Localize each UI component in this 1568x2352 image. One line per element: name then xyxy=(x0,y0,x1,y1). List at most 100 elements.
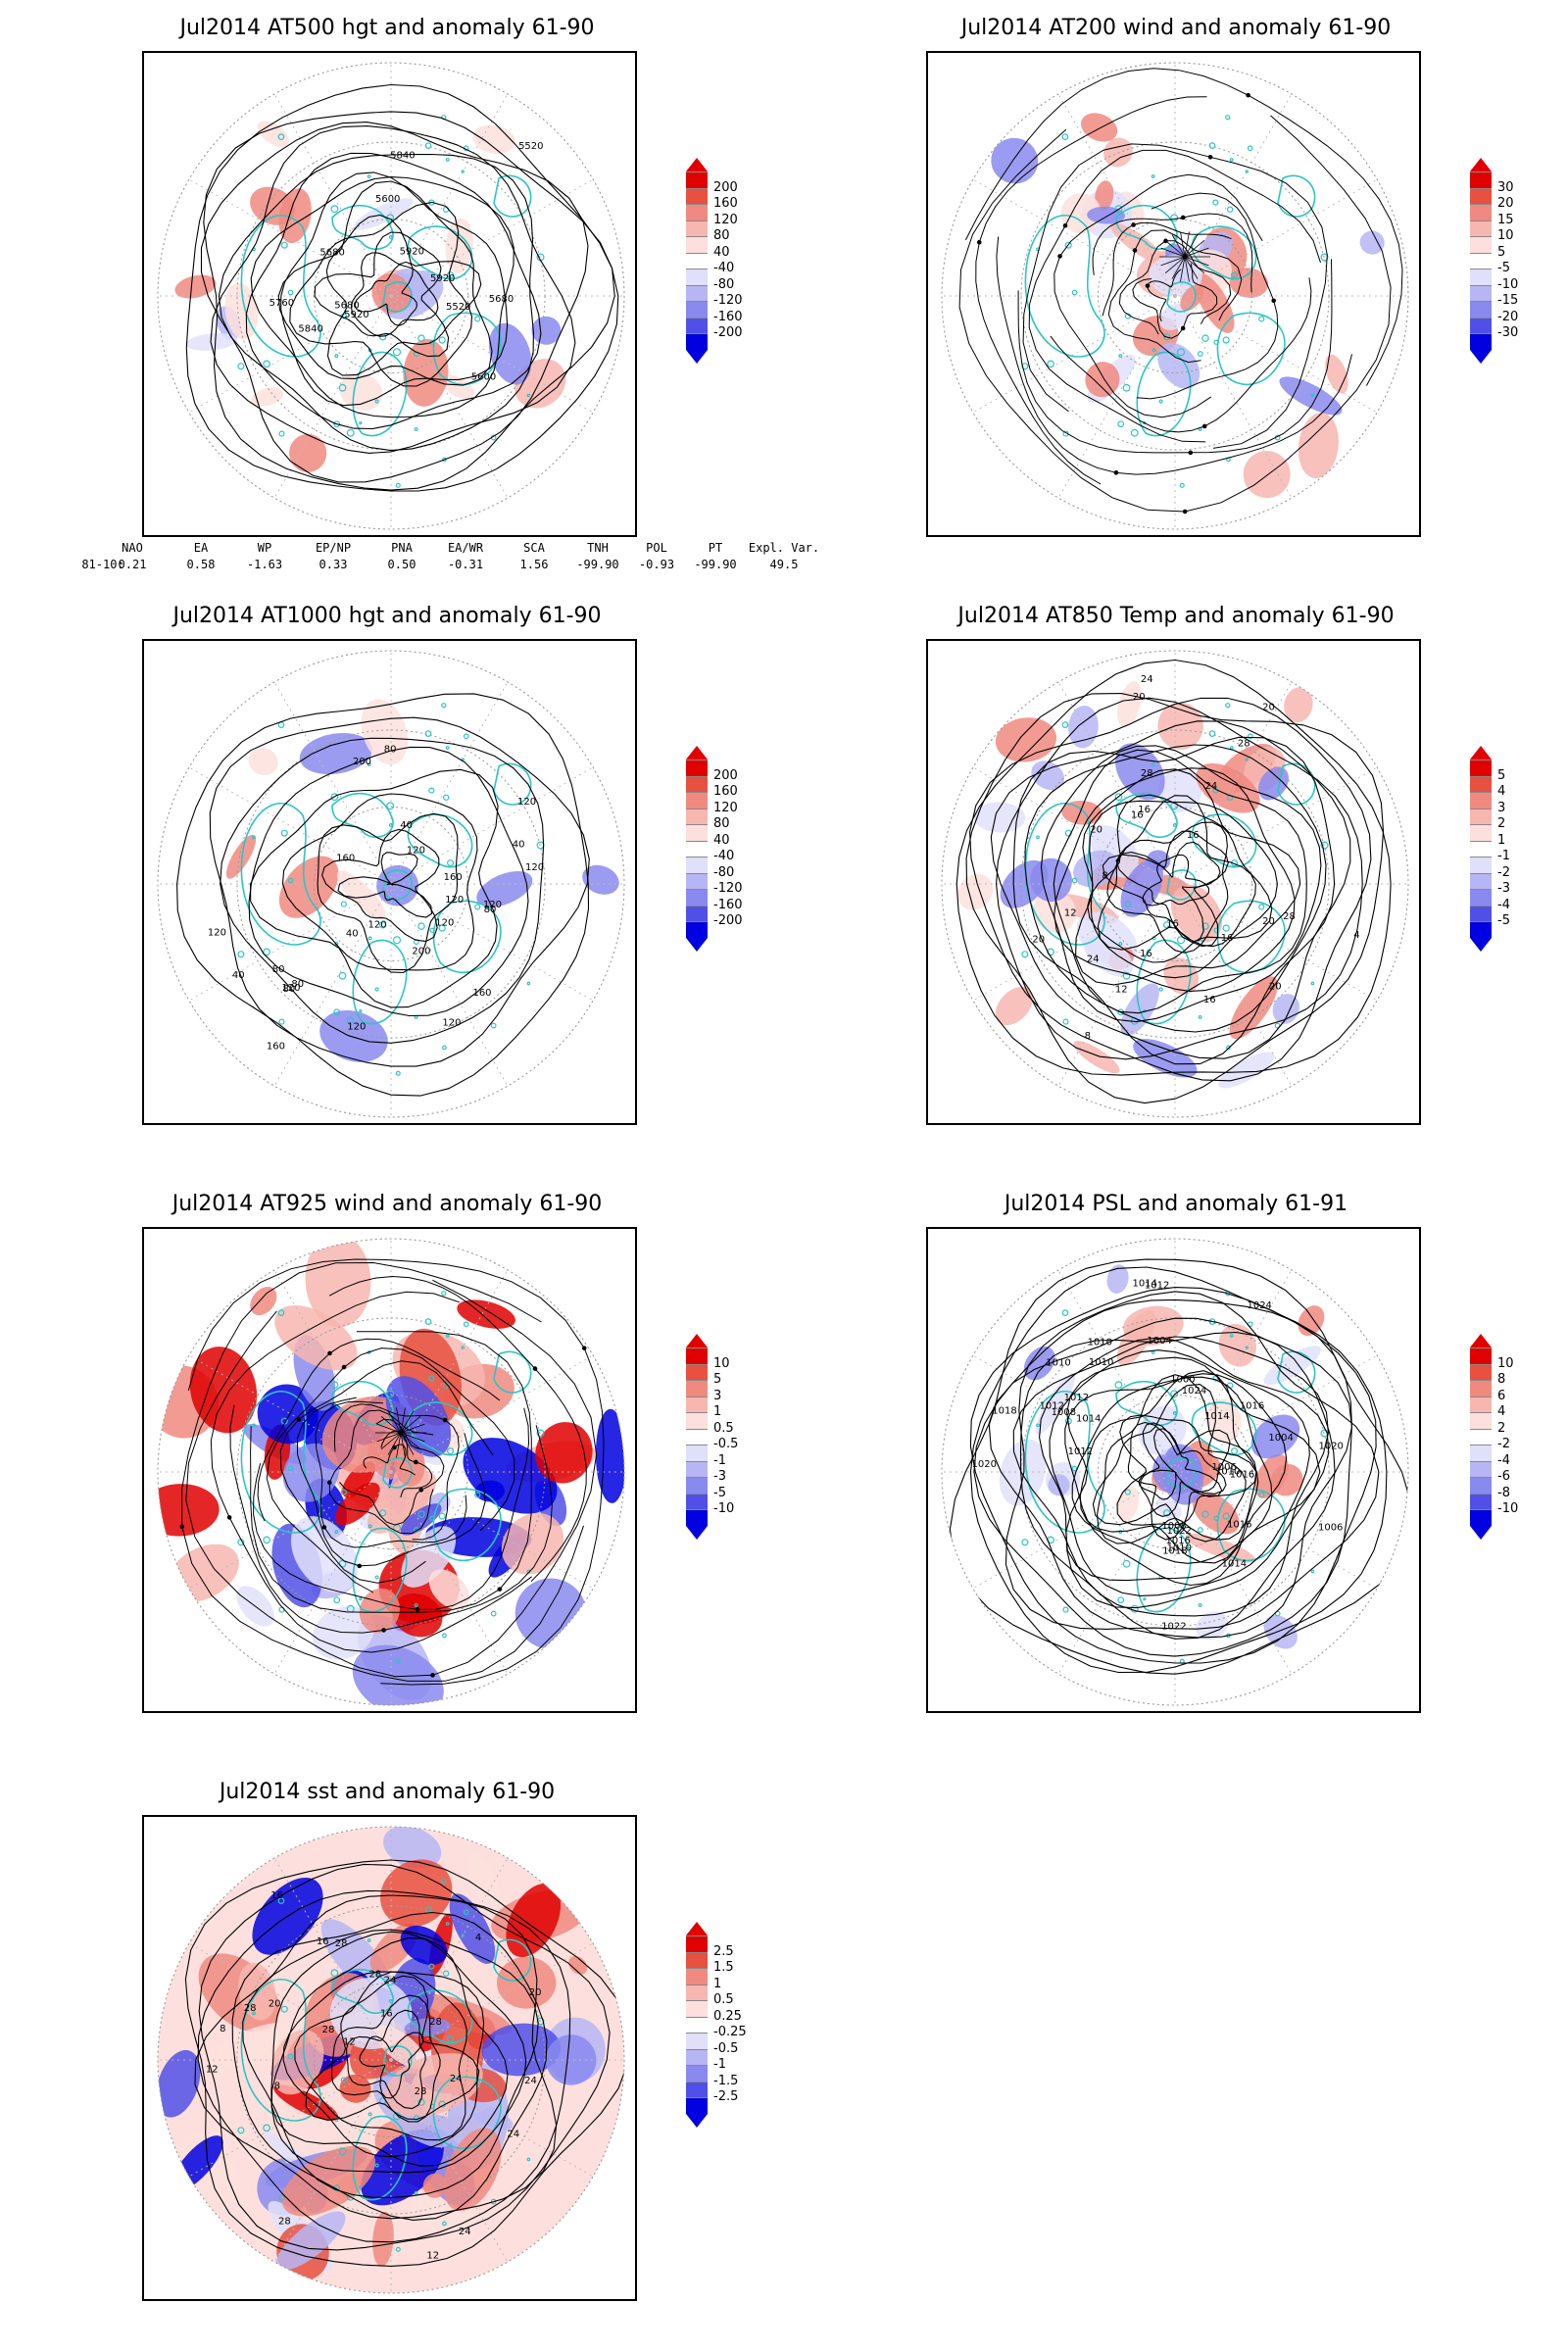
island xyxy=(536,1429,545,1438)
island xyxy=(395,482,401,488)
island xyxy=(374,399,379,404)
coastline xyxy=(432,2076,502,2150)
island xyxy=(277,1309,285,1316)
map-content: 2828242016122824201612842828241612828242… xyxy=(158,1827,624,2293)
streamline xyxy=(964,68,1403,386)
island xyxy=(386,1390,395,1398)
contour xyxy=(1040,745,1322,1023)
arrow-mark xyxy=(341,1364,347,1370)
island xyxy=(280,241,288,249)
arrow-mark xyxy=(497,1587,503,1592)
colorbar-tick-label: 4 xyxy=(1497,1404,1506,1419)
colorbar-segment xyxy=(1470,187,1492,204)
island xyxy=(1118,354,1123,359)
map-frame: 1010 1010 1012 1014 1016 1018 1022 1024 1018 1012… xyxy=(926,1227,1421,1713)
island xyxy=(367,1938,371,1942)
arrow-mark xyxy=(1207,154,1213,160)
island xyxy=(374,1575,379,1580)
contour-label: 5600 xyxy=(375,194,400,205)
index-name: Expl. Var. xyxy=(748,541,820,555)
contour xyxy=(1064,1373,1288,1587)
spoke xyxy=(376,1423,402,1434)
island xyxy=(1047,360,1054,368)
colorbar-segment xyxy=(1470,872,1492,889)
island xyxy=(1197,1527,1203,1533)
contour-label: 120 xyxy=(445,895,464,906)
colorbar-segment xyxy=(686,1493,708,1509)
arrow-mark xyxy=(532,1366,538,1371)
island xyxy=(1226,1045,1231,1051)
spoke xyxy=(1184,256,1205,274)
contour-label: 28 xyxy=(335,1938,348,1949)
colorbar-tick-label: -6 xyxy=(1497,1469,1510,1484)
contour-label: 20 xyxy=(529,1987,542,1998)
contour-label: 1024 xyxy=(1182,1386,1206,1396)
colorbar-min-arrow xyxy=(686,349,708,364)
colorbar-tick-label: 2.5 xyxy=(713,1943,734,1959)
island xyxy=(1036,835,1040,840)
index-name: EP/NP xyxy=(315,541,352,555)
contour-label: 40 xyxy=(232,970,245,981)
contour xyxy=(1053,749,1307,1014)
arrow-mark xyxy=(326,1480,332,1486)
colorbar-tick-label: -20 xyxy=(1497,309,1519,324)
coastline xyxy=(1024,803,1105,946)
island xyxy=(1163,1509,1171,1517)
island xyxy=(395,1070,401,1076)
contour xyxy=(197,1889,571,2243)
colorbar-segment xyxy=(1470,1428,1492,1445)
spoke xyxy=(376,1432,402,1443)
contour-label: 16 xyxy=(1138,805,1151,815)
island xyxy=(334,1530,339,1535)
island xyxy=(237,951,245,958)
spoke xyxy=(387,1410,402,1434)
colorbar-segment xyxy=(686,2000,708,2017)
colorbar-segment xyxy=(1470,1412,1492,1429)
colorbar-segment xyxy=(686,2097,708,2114)
contour-label: 1006 xyxy=(1211,1462,1236,1473)
contour-label: 200 xyxy=(353,757,371,767)
contour-label: 24 xyxy=(384,1976,397,1986)
island xyxy=(277,133,285,140)
island xyxy=(442,206,450,213)
island xyxy=(1021,363,1029,370)
contour-label: 16 xyxy=(1221,933,1234,944)
contour xyxy=(210,125,576,454)
contour-label: 12 xyxy=(1115,985,1128,996)
colorbar-tick-label: 0.5 xyxy=(713,1420,734,1436)
island xyxy=(367,174,371,178)
island xyxy=(346,428,355,437)
coastlines xyxy=(237,1879,545,2252)
map-frame: 5680 5680 5600 5920 5520 5520 5600 5680 5840 5920… xyxy=(142,51,637,537)
contour-label: 5680 xyxy=(489,294,514,305)
colorbar-segment xyxy=(686,172,708,188)
island xyxy=(379,921,387,929)
island xyxy=(1122,383,1131,392)
contour xyxy=(294,1971,467,2141)
island xyxy=(526,981,531,986)
island xyxy=(263,1536,270,1544)
coastline xyxy=(1115,1380,1178,1427)
colorbar-tick-label: -8 xyxy=(1497,1485,1510,1500)
contour-label: 120 xyxy=(517,797,536,808)
colorbar-tick-label: 10 xyxy=(1497,228,1514,243)
index-value: 0.33 xyxy=(318,558,348,571)
arrow-mark xyxy=(179,1524,185,1530)
contour-label: 200 xyxy=(412,947,430,957)
contour xyxy=(1039,1337,1330,1609)
island xyxy=(392,936,402,945)
graticule xyxy=(158,1827,624,2293)
map-edge xyxy=(157,1238,625,1706)
contour xyxy=(245,152,542,430)
arrow-mark xyxy=(226,1515,232,1520)
arrow-mark xyxy=(1062,222,1068,228)
island xyxy=(237,2127,245,2134)
coastline xyxy=(493,174,532,218)
island xyxy=(428,1375,435,1382)
spoke xyxy=(1160,256,1186,267)
colorbar-segment xyxy=(1470,269,1492,285)
map-content: 5680 5680 5600 5920 5520 5520 5600 5680 5840 5920… xyxy=(158,63,624,529)
spoke xyxy=(400,1407,406,1434)
island xyxy=(447,1447,455,1455)
streamlines xyxy=(179,1258,605,1686)
